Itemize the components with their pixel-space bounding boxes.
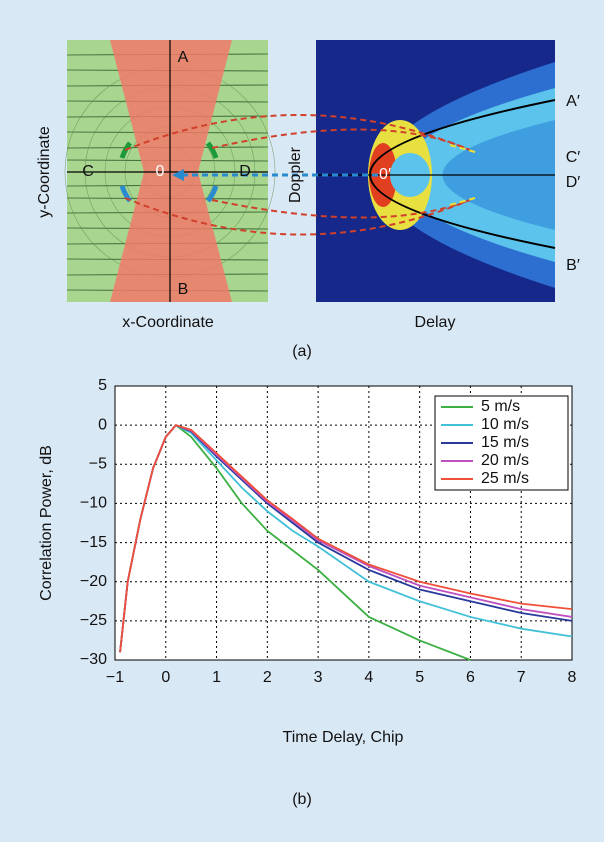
legend-label: 20 m/s xyxy=(481,452,529,469)
point-label: 0′ xyxy=(379,166,391,183)
caption: (b) xyxy=(292,791,312,808)
legend-label: 10 m/s xyxy=(481,416,529,433)
x-tick-label: 2 xyxy=(263,669,272,686)
point-label: C xyxy=(82,163,94,180)
y-tick-label: 5 xyxy=(98,377,107,394)
x-tick-label: 3 xyxy=(314,669,323,686)
point-label: B′ xyxy=(566,257,580,274)
delay-label: Delay xyxy=(415,314,456,331)
x-tick-label: 0 xyxy=(161,669,170,686)
point-label: C′ xyxy=(566,149,581,166)
y-tick-label: −15 xyxy=(80,534,107,551)
point-label: D xyxy=(239,163,251,180)
x-coordinate-label: x-Coordinate xyxy=(122,314,214,331)
arc-d-green xyxy=(205,141,219,159)
y-axis-label: Correlation Power, dB xyxy=(38,445,55,601)
caption: (a) xyxy=(292,343,312,360)
y-coordinate-label: y-Coordinate xyxy=(36,126,53,218)
arrow-head xyxy=(172,169,184,181)
x-axis-label: Time Delay, Chip xyxy=(283,729,404,746)
x-tick-label: 6 xyxy=(466,669,475,686)
x-tick-label: 8 xyxy=(568,669,577,686)
x-tick-label: 1 xyxy=(212,669,221,686)
doppler-label: Doppler xyxy=(287,146,304,203)
legend-label: 25 m/s xyxy=(481,470,529,487)
point-label: A xyxy=(178,49,189,66)
spatial-map xyxy=(64,40,276,302)
x-tick-label: 7 xyxy=(517,669,526,686)
series-line xyxy=(119,424,573,653)
arc-d-blue xyxy=(205,185,219,203)
point-label: A′ xyxy=(566,93,580,110)
y-tick-label: −30 xyxy=(80,651,107,668)
y-tick-label: −5 xyxy=(89,456,107,473)
x-tick-label: −1 xyxy=(106,669,124,686)
point-label: 0 xyxy=(156,163,165,180)
y-tick-label: −20 xyxy=(80,573,107,590)
delay-doppler-map xyxy=(316,40,556,302)
legend-label: 5 m/s xyxy=(481,398,520,415)
point-label: B xyxy=(178,281,189,298)
x-tick-label: 4 xyxy=(364,669,373,686)
y-tick-label: −25 xyxy=(80,612,107,629)
x-tick-label: 5 xyxy=(415,669,424,686)
beam xyxy=(110,40,232,302)
legend-label: 15 m/s xyxy=(481,434,529,451)
y-tick-label: −10 xyxy=(80,495,107,512)
point-label: D′ xyxy=(566,174,581,191)
y-tick-label: 0 xyxy=(98,416,107,433)
arrows xyxy=(124,114,476,236)
